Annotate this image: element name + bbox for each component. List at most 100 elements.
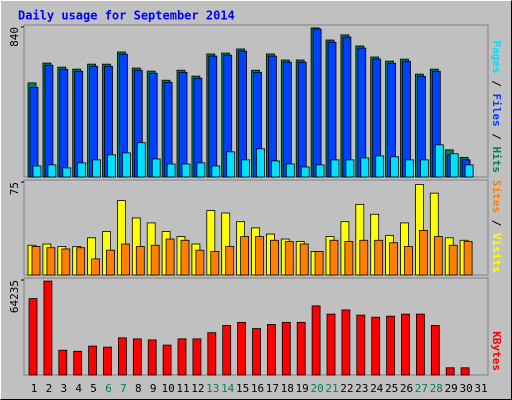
x-tick-label: 14	[221, 382, 235, 395]
bar	[269, 239, 279, 276]
x-tick-label: 23	[355, 382, 368, 395]
bar	[375, 155, 385, 178]
bar	[59, 68, 69, 178]
bar	[61, 248, 71, 276]
x-tick-label: 1	[31, 382, 38, 395]
bar	[359, 239, 369, 276]
bar	[76, 247, 86, 276]
bar	[360, 157, 370, 178]
legend-entry: Files	[490, 94, 503, 127]
x-tick-label: 5	[90, 382, 97, 395]
legend: Sites / Visits	[490, 180, 503, 273]
bar	[165, 238, 175, 276]
legend-entry: KBytes	[490, 331, 503, 371]
bar	[222, 325, 232, 376]
x-tick-label: 12	[191, 382, 204, 395]
bar	[208, 55, 218, 178]
bar	[281, 321, 291, 376]
bar	[296, 321, 306, 376]
x-tick-label: 27	[415, 382, 428, 395]
bar	[285, 163, 295, 178]
x-tick-label: 11	[176, 382, 189, 395]
bar	[418, 229, 428, 276]
x-tick-label: 30	[459, 382, 472, 395]
legend-entry: Pages	[490, 41, 503, 74]
bar	[74, 70, 84, 178]
bar	[73, 350, 83, 376]
x-tick-label: 21	[325, 382, 338, 395]
bar	[389, 242, 399, 276]
bar	[192, 338, 202, 376]
bar	[311, 305, 321, 376]
bar	[240, 236, 250, 276]
bar	[58, 349, 68, 376]
legend-entry: Sites	[490, 180, 503, 213]
bar	[237, 321, 247, 376]
x-tick-label: 8	[135, 382, 142, 395]
bar	[299, 243, 309, 276]
bar	[92, 159, 101, 178]
bar	[449, 153, 459, 178]
bar	[315, 164, 325, 178]
bar	[77, 162, 87, 178]
x-tick-label: 29	[445, 382, 458, 395]
x-tick-label: 17	[266, 382, 279, 395]
bar	[327, 41, 337, 178]
bar	[181, 163, 191, 178]
bar	[445, 367, 455, 376]
bar	[196, 162, 206, 178]
bar	[371, 316, 381, 376]
bar	[415, 313, 425, 376]
bar	[162, 344, 172, 376]
bar	[106, 249, 115, 276]
bar	[43, 280, 53, 376]
bar	[31, 246, 41, 276]
bar	[151, 158, 161, 178]
bar	[314, 251, 324, 276]
bar	[434, 144, 444, 178]
bar	[330, 159, 340, 178]
bar	[448, 244, 458, 276]
bar	[266, 324, 276, 376]
bar	[122, 152, 131, 178]
legend-entry: Visits	[490, 233, 503, 273]
bar	[163, 81, 173, 178]
bar	[342, 36, 352, 178]
bar	[300, 166, 310, 178]
bar	[29, 86, 39, 178]
bar	[88, 345, 97, 376]
bar	[226, 151, 236, 178]
x-tick-label: 20	[310, 382, 323, 395]
bar	[238, 50, 248, 178]
bar	[419, 159, 429, 178]
bar	[103, 346, 112, 376]
legend-separator: /	[490, 213, 503, 233]
bar	[135, 246, 145, 276]
bar	[404, 246, 413, 276]
x-tick-label: 19	[296, 382, 309, 395]
x-tick-label: 31	[474, 382, 487, 395]
bar	[177, 338, 187, 376]
bar	[44, 64, 54, 178]
bar	[464, 164, 474, 178]
bar	[46, 247, 56, 276]
x-tick-label: 3	[60, 382, 67, 395]
x-tick-label: 16	[251, 382, 264, 395]
bar	[210, 251, 220, 276]
bar	[390, 156, 400, 178]
x-tick-label: 4	[75, 382, 82, 395]
x-tick-label: 24	[370, 382, 384, 395]
bar	[147, 339, 157, 376]
x-tick-label: 25	[385, 382, 398, 395]
bar	[433, 236, 443, 276]
x-tick-label: 18	[281, 382, 294, 395]
x-tick-label: 6	[105, 382, 112, 395]
bar	[225, 246, 235, 276]
bar	[211, 165, 221, 178]
bar	[344, 241, 354, 276]
bar	[178, 71, 188, 178]
chart-title: Daily usage for September 2014	[18, 9, 235, 23]
bar	[329, 239, 339, 276]
